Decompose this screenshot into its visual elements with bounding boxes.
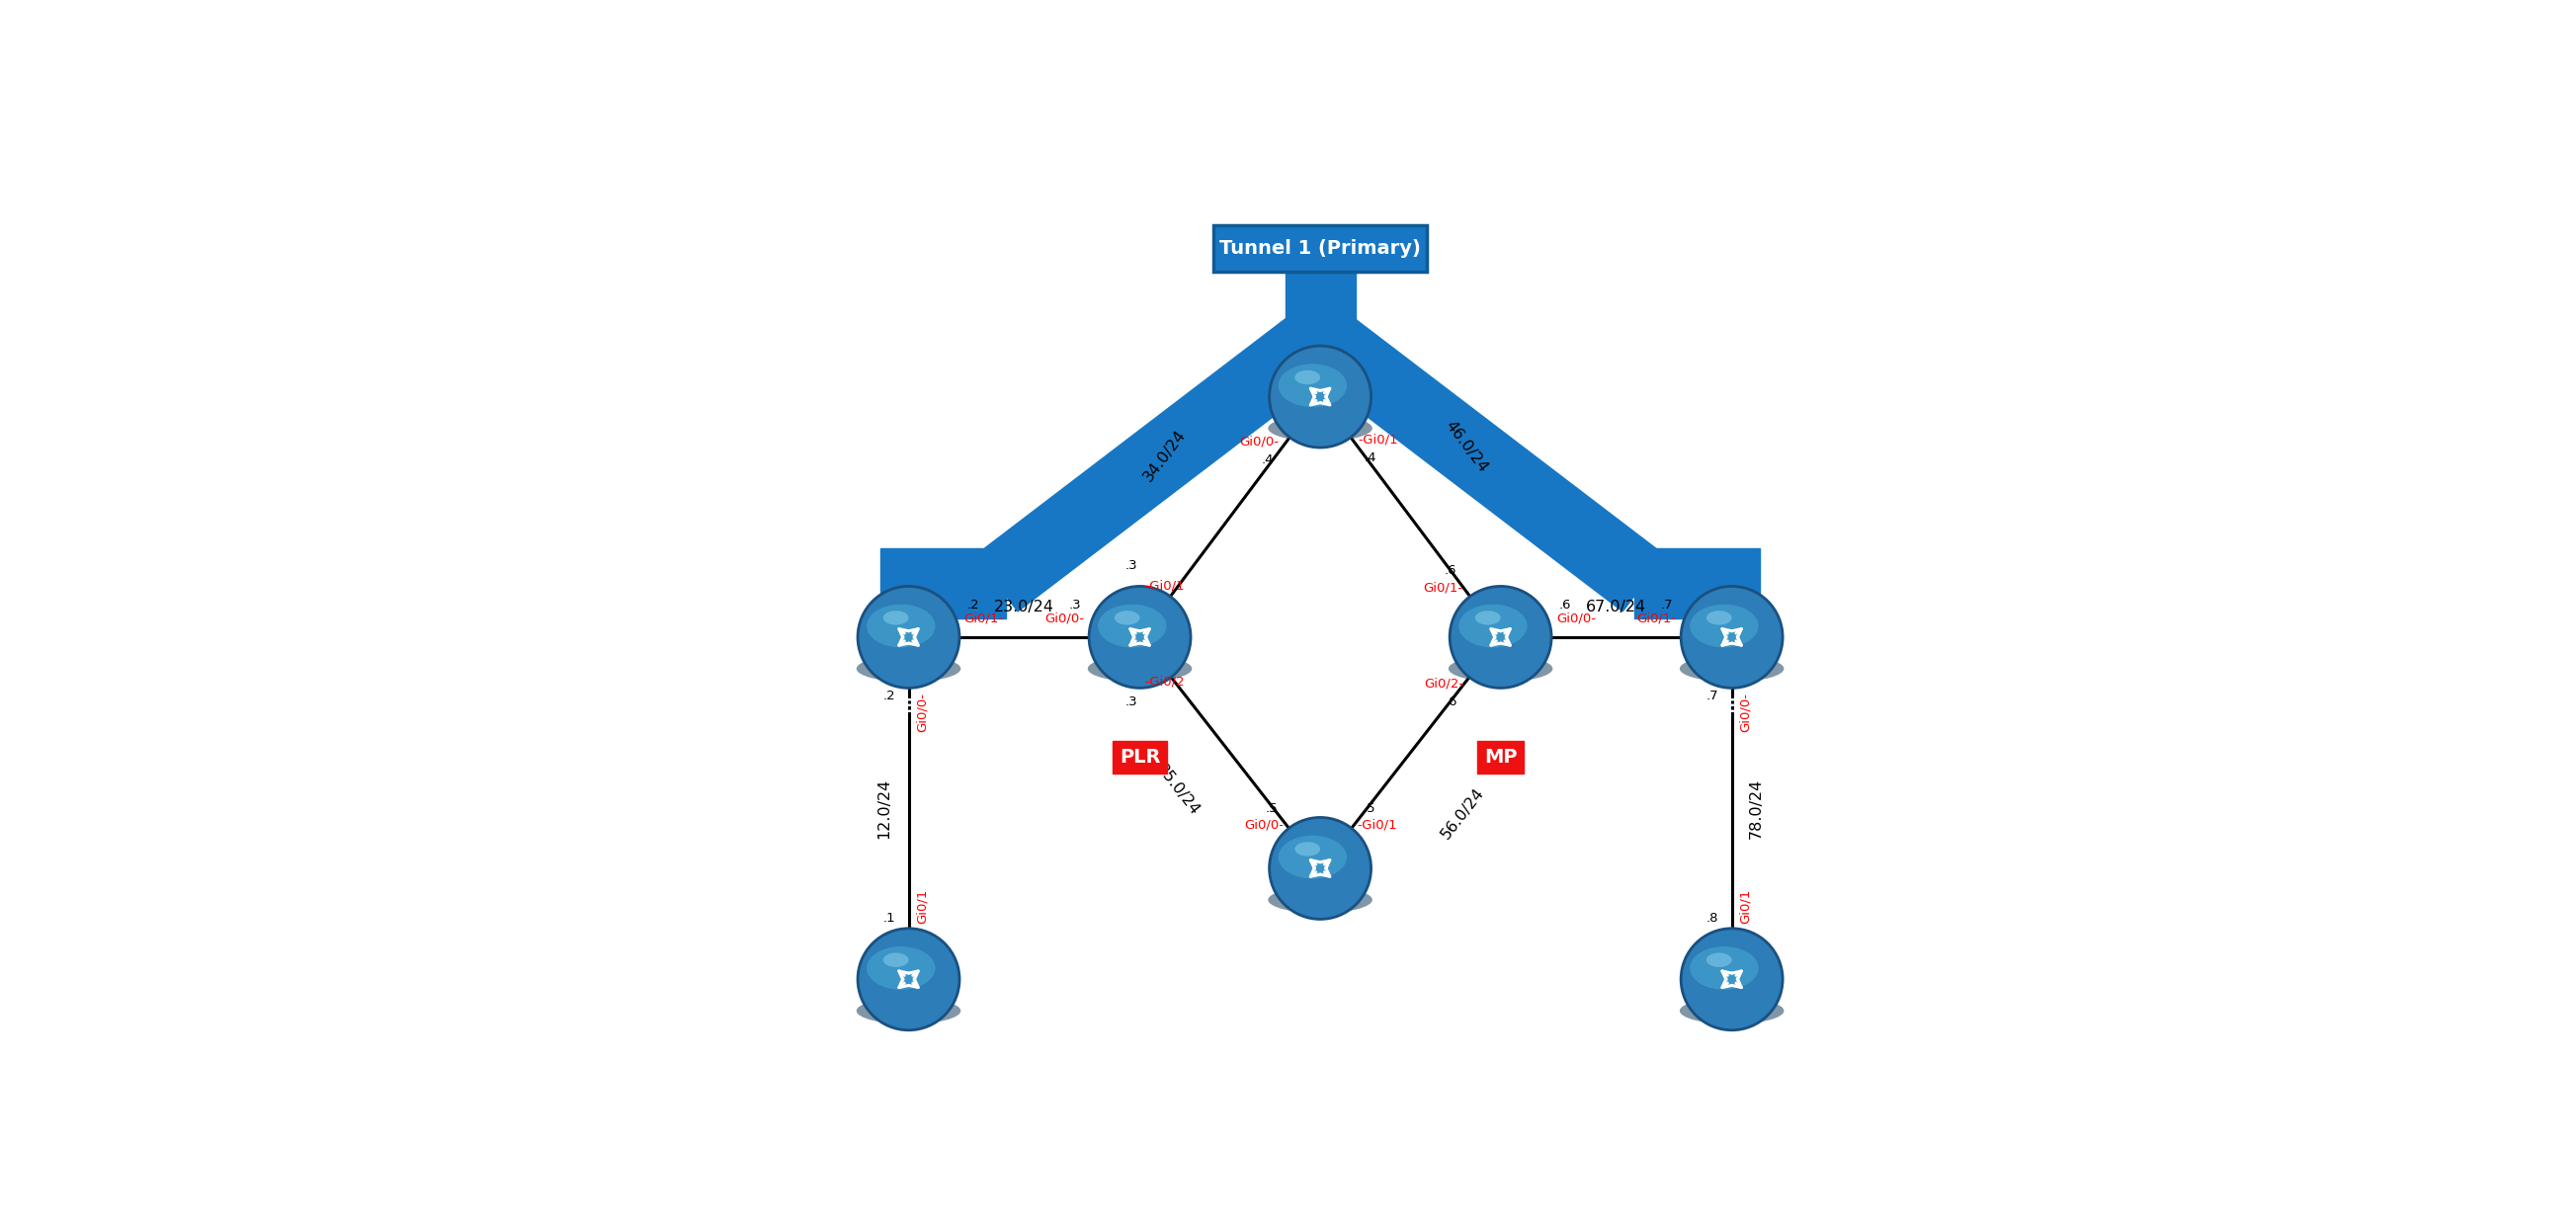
Ellipse shape <box>1267 887 1373 913</box>
Text: Gi0/0-: Gi0/0- <box>1046 612 1084 625</box>
Ellipse shape <box>1296 842 1321 856</box>
Text: .7: .7 <box>1662 598 1674 611</box>
Circle shape <box>858 929 958 1030</box>
Text: -Gi0/1: -Gi0/1 <box>1358 434 1399 446</box>
Polygon shape <box>1298 309 1664 611</box>
Ellipse shape <box>1458 604 1528 648</box>
Text: Gi0/0-: Gi0/0- <box>1556 612 1595 625</box>
Circle shape <box>1682 929 1783 1030</box>
Text: -Gi0/1: -Gi0/1 <box>1144 579 1185 593</box>
Text: .2: .2 <box>884 690 896 703</box>
Ellipse shape <box>1680 997 1785 1024</box>
Text: PLR: PLR <box>1121 748 1159 767</box>
Ellipse shape <box>866 947 935 990</box>
Ellipse shape <box>1690 947 1759 990</box>
Text: .6: .6 <box>1445 565 1455 577</box>
Ellipse shape <box>1097 604 1167 648</box>
Text: 34.0/24: 34.0/24 <box>1141 428 1188 485</box>
Text: .4: .4 <box>1262 453 1275 467</box>
Text: 67.0/24: 67.0/24 <box>1587 599 1646 614</box>
Ellipse shape <box>1690 604 1759 648</box>
Ellipse shape <box>1476 611 1502 625</box>
Text: .3: .3 <box>1069 598 1082 611</box>
Ellipse shape <box>1087 655 1193 682</box>
Text: Gi0/2-: Gi0/2- <box>1425 676 1463 690</box>
Ellipse shape <box>1296 370 1321 385</box>
Text: PE1: PE1 <box>889 697 927 715</box>
Text: Gi0/0-: Gi0/0- <box>1239 435 1278 447</box>
Ellipse shape <box>1680 655 1785 682</box>
Text: -Gi0/2: -Gi0/2 <box>1144 675 1185 688</box>
Ellipse shape <box>855 997 961 1024</box>
Circle shape <box>1682 587 1783 688</box>
Ellipse shape <box>866 604 935 648</box>
Text: P2: P2 <box>1306 457 1334 475</box>
Text: 46.0/24: 46.0/24 <box>1443 418 1492 475</box>
Ellipse shape <box>1278 364 1347 407</box>
Text: PE2: PE2 <box>1713 697 1752 715</box>
Text: .3: .3 <box>1126 696 1139 708</box>
Text: 35.0/24: 35.0/24 <box>1154 762 1203 818</box>
Text: Gi0/0-: Gi0/0- <box>1739 692 1752 733</box>
Text: .1: .1 <box>884 911 896 925</box>
Text: Gi0/1: Gi0/1 <box>917 889 930 924</box>
Text: .8: .8 <box>1705 911 1718 925</box>
Text: .6: .6 <box>1445 696 1458 708</box>
Circle shape <box>1090 587 1190 688</box>
Ellipse shape <box>1278 835 1347 878</box>
Text: .4: .4 <box>1365 452 1376 464</box>
Text: P4: P4 <box>1486 697 1515 715</box>
Text: Tunnel 1 (Primary): Tunnel 1 (Primary) <box>1218 239 1422 258</box>
Text: CE1: CE1 <box>889 1039 927 1058</box>
Circle shape <box>1450 587 1551 688</box>
Polygon shape <box>1636 549 1759 619</box>
Polygon shape <box>881 549 1005 619</box>
Text: P3: P3 <box>1306 929 1334 947</box>
Text: 56.0/24: 56.0/24 <box>1437 785 1486 842</box>
Ellipse shape <box>1448 655 1553 682</box>
Text: Gi0/0-: Gi0/0- <box>917 692 930 733</box>
Text: Gi0/1-: Gi0/1- <box>1422 581 1463 594</box>
Text: 12.0/24: 12.0/24 <box>876 778 891 838</box>
Text: MP: MP <box>1484 748 1517 767</box>
Circle shape <box>1270 817 1370 919</box>
Circle shape <box>1270 345 1370 447</box>
Text: Gi0/1-: Gi0/1- <box>963 612 1005 625</box>
Ellipse shape <box>884 953 909 967</box>
Text: 78.0/24: 78.0/24 <box>1749 778 1765 838</box>
Ellipse shape <box>1705 953 1731 967</box>
Text: .6: .6 <box>1558 598 1571 611</box>
Ellipse shape <box>1267 415 1373 441</box>
Polygon shape <box>976 309 1342 611</box>
Text: .5: .5 <box>1265 802 1278 815</box>
Text: .7: .7 <box>1705 690 1718 703</box>
Text: .2: .2 <box>966 598 979 611</box>
Ellipse shape <box>855 655 961 682</box>
Polygon shape <box>1285 272 1355 342</box>
FancyBboxPatch shape <box>1213 225 1427 272</box>
Text: Gi0/1: Gi0/1 <box>1739 889 1752 924</box>
Ellipse shape <box>884 611 909 625</box>
Ellipse shape <box>1705 611 1731 625</box>
Text: .3: .3 <box>1126 559 1139 572</box>
Text: Gi0/0-: Gi0/0- <box>1244 818 1283 832</box>
Text: .5: .5 <box>1363 802 1376 815</box>
Ellipse shape <box>1115 611 1139 625</box>
Text: Gi0/1-: Gi0/1- <box>1636 612 1677 625</box>
Text: CE2: CE2 <box>1713 1039 1752 1058</box>
Text: -Gi0/1: -Gi0/1 <box>1358 818 1396 832</box>
Text: P1: P1 <box>1126 697 1154 715</box>
Circle shape <box>858 587 958 688</box>
Text: 23.0/24: 23.0/24 <box>994 599 1054 614</box>
